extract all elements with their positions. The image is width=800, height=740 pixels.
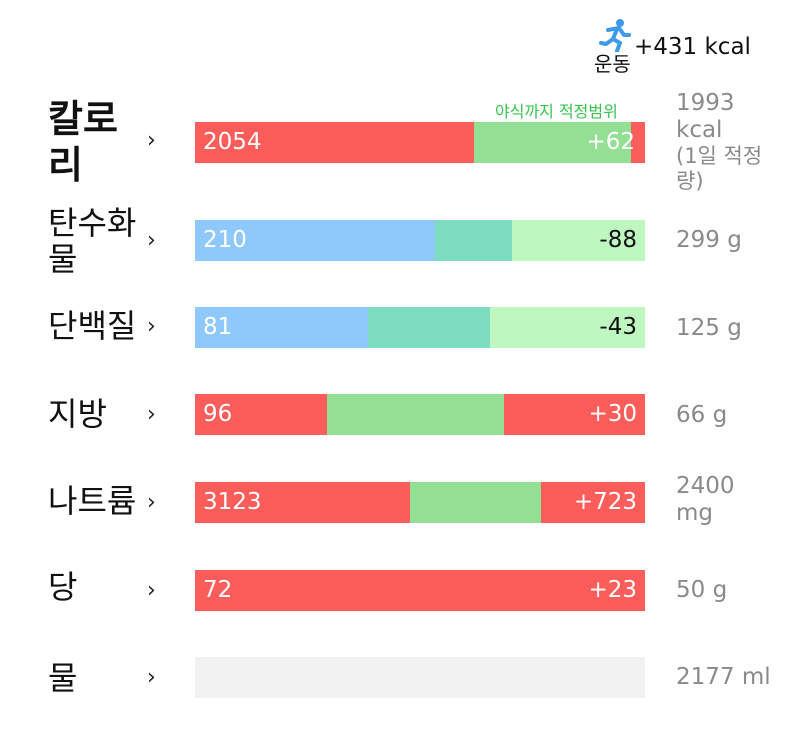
exercise-label: 운동	[594, 52, 631, 76]
bar-seg-range	[327, 394, 504, 435]
bar-seg-mid	[368, 307, 490, 348]
nutrient-bar: 210 -88	[195, 220, 645, 261]
target-value: 1993 kcal	[676, 90, 735, 143]
nutrient-target: 125 g	[676, 315, 742, 341]
nutrient-diff: +62	[586, 129, 635, 155]
bar-seg-range	[410, 482, 541, 523]
nutrient-row-protein[interactable]: 단백질 › 81 -43 125 g	[0, 290, 800, 390]
nutrient-bar: 96 +30	[195, 394, 645, 435]
nutrient-value: 81	[203, 314, 233, 340]
running-person-icon	[599, 19, 631, 52]
bar-seg-over	[504, 394, 645, 435]
exercise-kcal: +431 kcal	[634, 34, 751, 60]
bar-seg-value	[195, 122, 474, 163]
range-note: 야식까지 적정범위	[495, 102, 618, 121]
nutrient-row-water[interactable]: 물 › 2177 ml	[0, 640, 800, 740]
chevron-right-icon: ›	[147, 490, 156, 515]
nutrient-label: 단백질	[48, 307, 137, 345]
nutrient-bar	[195, 657, 645, 698]
bar-seg-value	[195, 570, 645, 611]
bar-seg-value	[195, 307, 368, 348]
nutrient-label: 지방	[48, 395, 107, 433]
nutrient-label: 당	[48, 568, 78, 606]
bar-seg-range	[474, 122, 631, 163]
bar-seg-remaining	[490, 307, 645, 348]
nutrient-label: 물	[48, 659, 78, 697]
bar-seg-mid	[435, 220, 512, 261]
bar-seg-value	[195, 220, 435, 261]
nutrient-row-sugar[interactable]: 당 › 72 +23 50 g	[0, 553, 800, 653]
nutrient-bar: 2054 +62	[195, 122, 645, 163]
chevron-right-icon: ›	[147, 228, 156, 253]
nutrient-value: 210	[203, 227, 247, 253]
nutrient-target: 2177 ml	[676, 664, 771, 690]
nutrient-diff: +30	[588, 401, 637, 427]
nutrient-bar: 81 -43	[195, 307, 645, 348]
nutrient-target: 50 g	[676, 577, 728, 603]
nutrient-diff: +23	[588, 577, 637, 603]
nutrient-bar: 3123 +723	[195, 482, 645, 523]
nutrient-row-fat[interactable]: 지방 › 96 +30 66 g	[0, 378, 800, 478]
nutrient-row-calorie[interactable]: 칼로리 › 2054 +62 1993 kcal (1일 적정량)	[0, 90, 800, 193]
nutrient-target: 2400 mg	[676, 473, 735, 526]
chevron-right-icon: ›	[147, 665, 156, 690]
chevron-right-icon: ›	[147, 128, 156, 153]
nutrient-diff: +723	[573, 489, 637, 515]
bar-seg-value	[195, 394, 327, 435]
nutrient-diff: -43	[599, 314, 637, 340]
exercise-summary[interactable]: 운동 +431 kcal	[594, 18, 794, 82]
chevron-right-icon: ›	[147, 402, 156, 427]
nutrient-label: 칼로리	[48, 97, 118, 187]
bar-seg-value	[195, 482, 410, 523]
nutrient-value: 72	[203, 577, 233, 603]
nutrient-target: 1993 kcal (1일 적정량)	[676, 90, 786, 194]
nutrient-target: 66 g	[676, 402, 728, 428]
chevron-right-icon: ›	[147, 578, 156, 603]
bar-seg-over	[541, 482, 645, 523]
nutrient-value: 2054	[203, 129, 262, 155]
nutrient-row-carbs[interactable]: 탄수화물 › 210 -88 299 g	[0, 200, 800, 300]
nutrient-target: 299 g	[676, 227, 742, 253]
nutrient-row-sodium[interactable]: 나트륨 › 3123 +723 2400 mg	[0, 465, 800, 565]
nutrient-value: 3123	[203, 489, 262, 515]
nutrient-label: 나트륨	[48, 482, 137, 520]
bar-seg-over	[631, 122, 645, 163]
nutrient-diff: -88	[599, 227, 637, 253]
nutrient-label: 탄수화물	[48, 204, 137, 278]
target-note: (1일 적정량)	[676, 144, 763, 193]
nutrient-bar: 72 +23	[195, 570, 645, 611]
nutrient-value: 96	[203, 401, 233, 427]
chevron-right-icon: ›	[147, 314, 156, 339]
bar-seg-remaining	[512, 220, 645, 261]
